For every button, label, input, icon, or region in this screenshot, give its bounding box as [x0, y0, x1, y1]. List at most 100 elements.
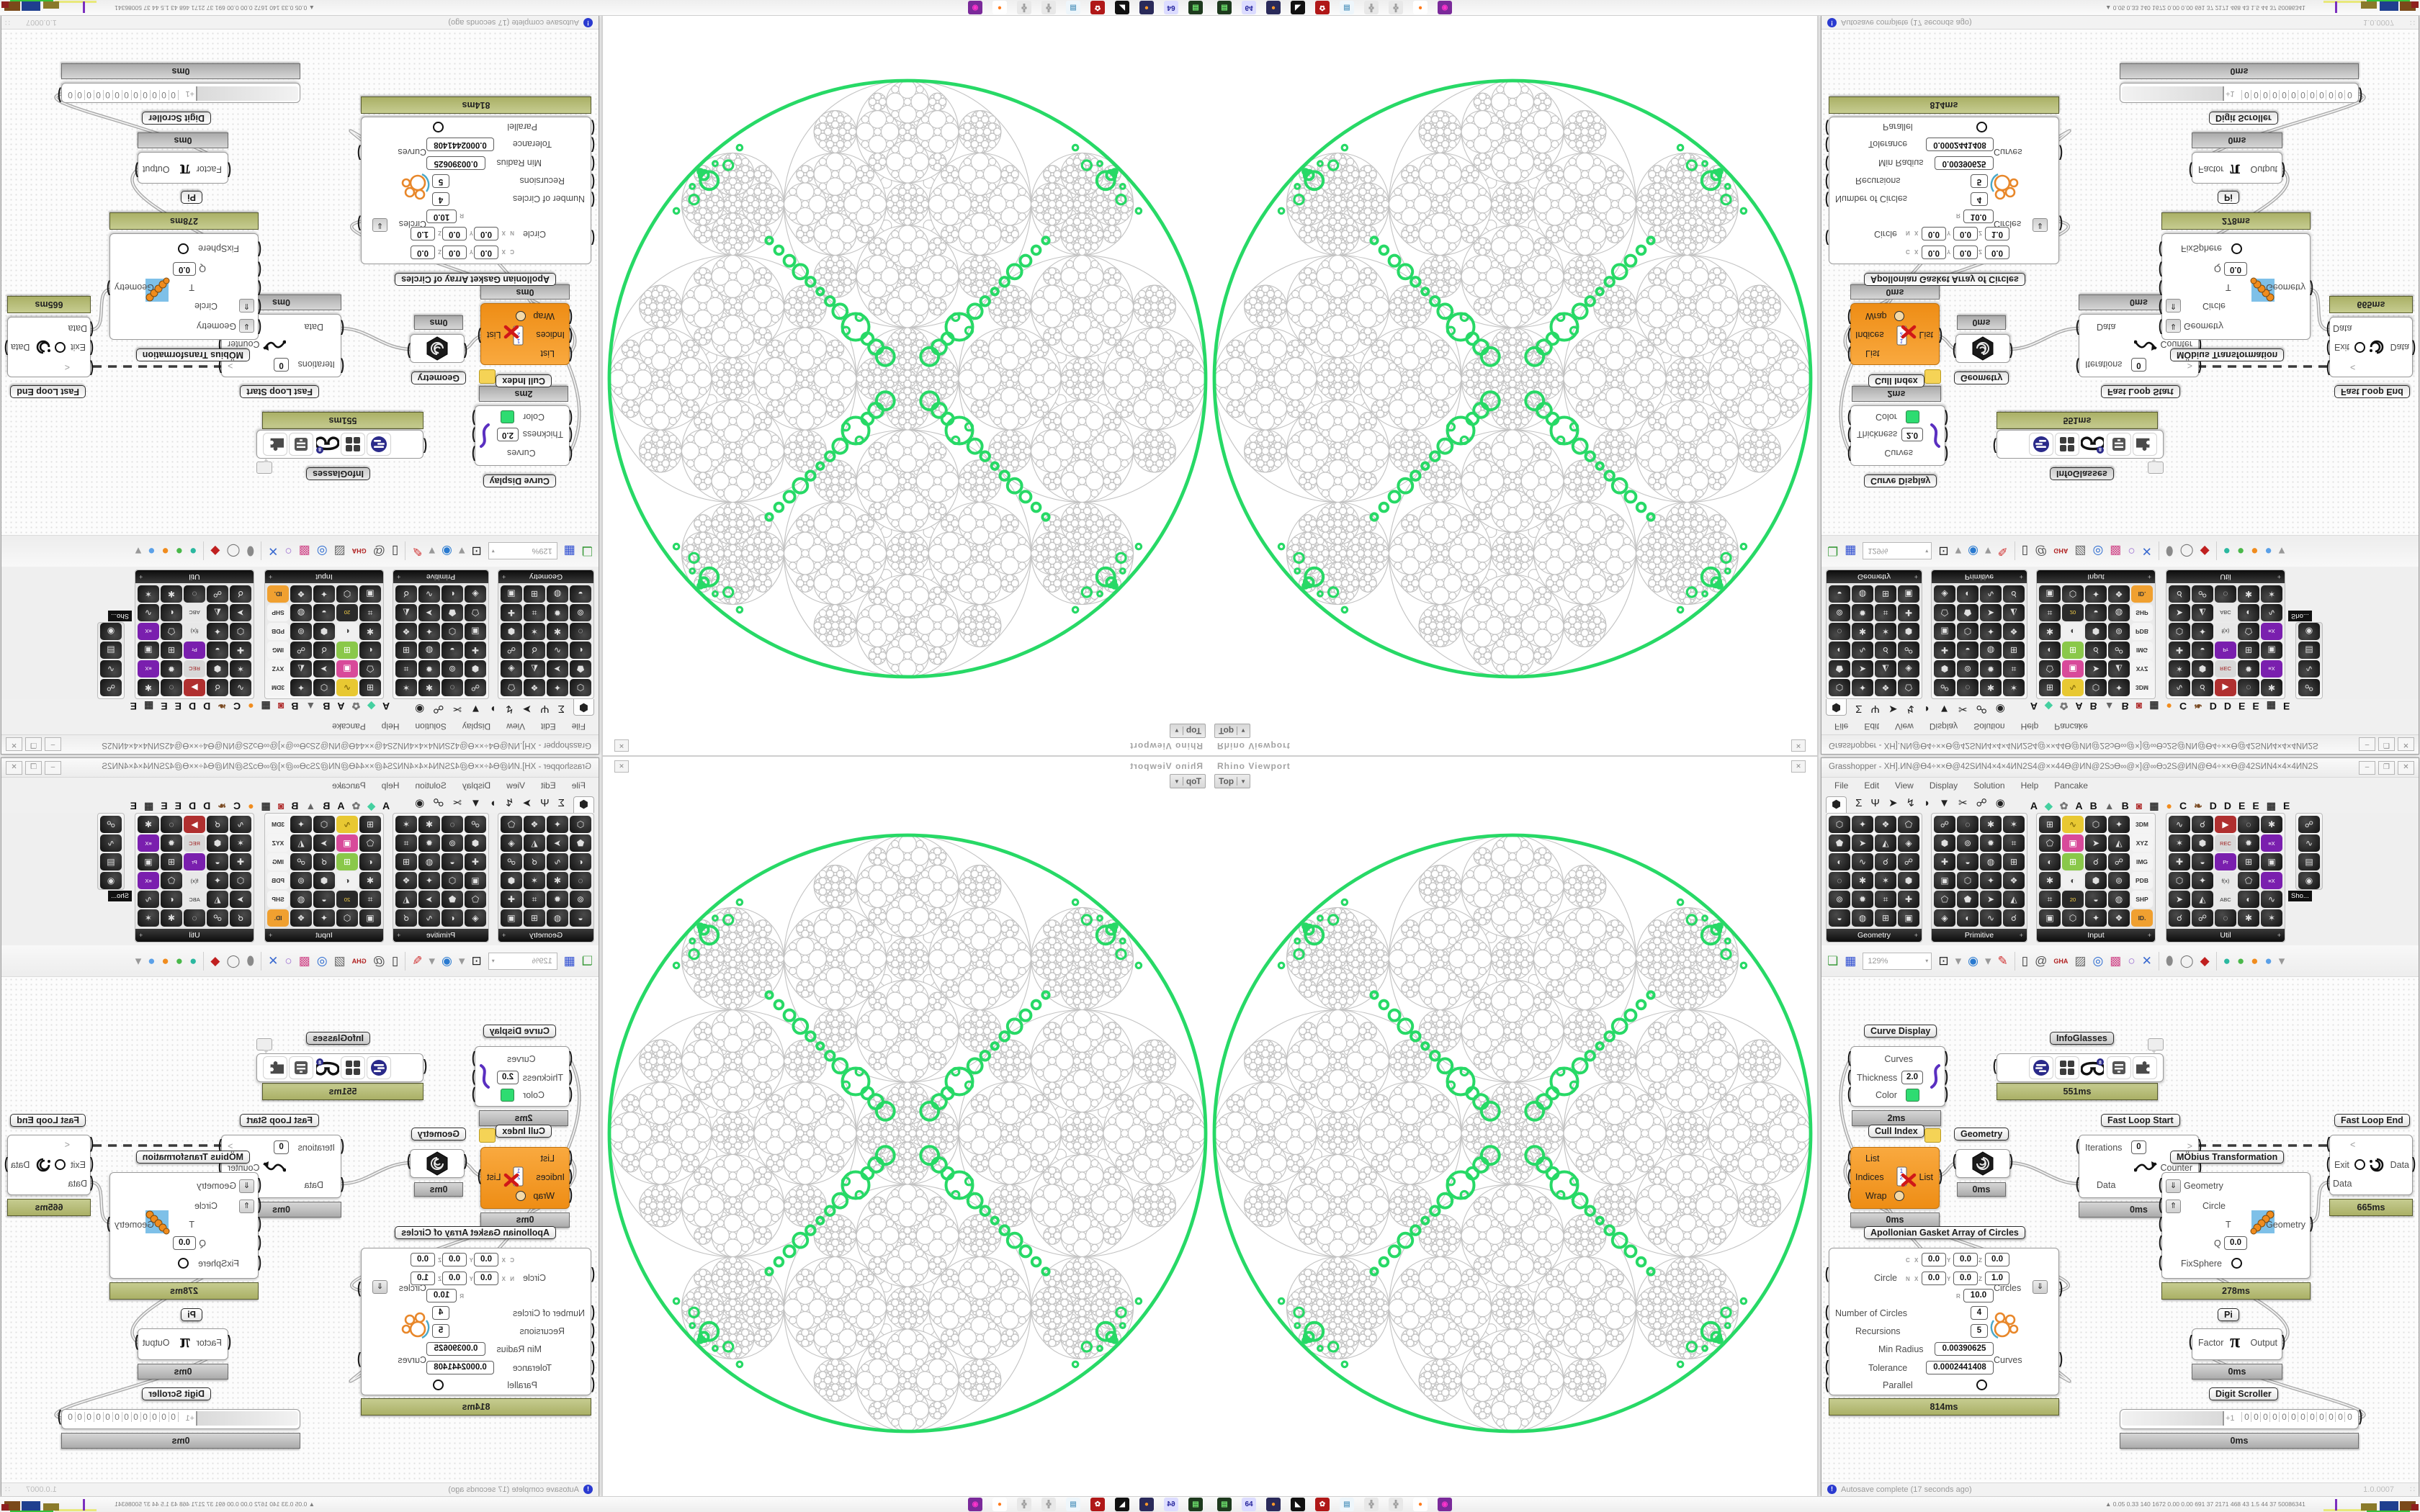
port-counter[interactable]: Counter	[2160, 339, 2192, 349]
node-label-apollonian[interactable]: Apollonian Gasket Array of Circles	[1864, 1226, 2025, 1239]
tab-plugin-10[interactable]: C	[233, 800, 241, 811]
node-label-apollonian[interactable]: Apollonian Gasket Array of Circles	[395, 273, 556, 286]
maze-app-icon[interactable]: ╬	[1041, 1498, 1056, 1511]
digit-cell[interactable]: 0	[2251, 1412, 2261, 1422]
palette-icon[interactable]: ⬠	[2039, 834, 2061, 852]
palette-expand-icon[interactable]: +	[269, 932, 273, 939]
chevron-down-icon[interactable]: ▾	[491, 548, 495, 554]
palette-icon[interactable]: ✶	[2261, 585, 2282, 603]
q-value[interactable]: 0.0	[2224, 1236, 2247, 1250]
tab-plugin-7[interactable]: ◙	[277, 800, 284, 811]
port-parallel[interactable]: Parallel	[507, 122, 537, 132]
palette-icon[interactable]: ▤	[100, 853, 122, 870]
increment-label[interactable]: +1	[185, 1414, 194, 1423]
menu-solution[interactable]: Solution	[1973, 780, 2005, 791]
palette-icon[interactable]: ☌	[395, 909, 417, 927]
palette-chip-id[interactable]: ID.	[2131, 909, 2153, 927]
palette-icon[interactable]: ✦	[547, 816, 568, 833]
palette-icon[interactable]: ✦	[2108, 816, 2130, 833]
port-recursions[interactable]: Recursions	[519, 1326, 565, 1336]
caret[interactable]: ▾	[429, 544, 436, 559]
q-value[interactable]: 0.0	[173, 262, 196, 276]
tab-category-0[interactable]: ⬢	[1826, 796, 1847, 813]
palette-chip-img[interactable]: IMG	[267, 642, 289, 659]
maximize-button[interactable]: ❐	[25, 761, 42, 775]
palette-icon[interactable]: ⬡	[230, 623, 251, 640]
palette-icon[interactable]: ☌	[395, 585, 417, 603]
palette-icon[interactable]: ⌗	[359, 891, 381, 908]
palette-icon[interactable]: ◭	[395, 604, 417, 621]
palette-icon[interactable]: ◌	[2238, 816, 2259, 833]
node-label-digit-scroller[interactable]: Digit Scroller	[142, 112, 211, 125]
port-circle[interactable]: Circle	[523, 229, 546, 239]
tab-plugin-9[interactable]: ●	[2166, 800, 2172, 811]
palette-icon[interactable]: ◈	[465, 909, 486, 927]
fixsphere-nub[interactable]	[178, 243, 189, 254]
digit-cell[interactable]: 0	[66, 1412, 76, 1422]
palette-header-geometry[interactable]: Geometry +	[498, 929, 593, 942]
r-value[interactable]: 10.0	[1963, 210, 1994, 223]
tab-plugin-8[interactable]: ▦	[261, 701, 271, 712]
palette-icon[interactable]: ⬡	[570, 816, 591, 833]
menu-display[interactable]: Display	[462, 780, 491, 791]
apollonian-gasket-canvas[interactable]	[601, 790, 1210, 1497]
palette-icon[interactable]: ⬡	[2169, 872, 2190, 889]
c-x-value[interactable]: 0.0	[1922, 1253, 1946, 1266]
palette-chip-3dm[interactable]: 3DM	[2131, 679, 2153, 696]
palette-icon[interactable]: ⬟	[1957, 604, 1978, 621]
digit-cell[interactable]: 0	[84, 1412, 94, 1422]
balloon-icon[interactable]: ○	[2128, 544, 2136, 559]
expose-icon[interactable]: ▯	[2021, 953, 2029, 968]
tab-plugin-8[interactable]: ▦	[261, 800, 271, 811]
tab-plugin-3[interactable]: A	[337, 800, 345, 811]
search-dollar-icon[interactable]: ◎	[316, 544, 328, 559]
palette-icon[interactable]: ☍	[2108, 642, 2130, 659]
palette-icon[interactable]: ◒	[313, 604, 335, 621]
iterations-value[interactable]: 0	[2131, 1140, 2146, 1154]
search-dollar-icon[interactable]: ◎	[2092, 544, 2104, 559]
palette-icon[interactable]: ✦	[207, 623, 228, 640]
close-icon[interactable]: ✕	[614, 739, 629, 752]
palette-icon[interactable]: ∿	[1980, 909, 2002, 927]
blob-green-icon[interactable]: ●	[175, 544, 184, 559]
palette-icon[interactable]: ⬢	[465, 834, 486, 852]
palette-icon-special[interactable]: Pr	[184, 853, 205, 870]
port-tolerance[interactable]: Tolerance	[512, 139, 552, 149]
firefox-icon-2[interactable]: ●	[1413, 1, 1428, 14]
palette-icon-special[interactable]: 20	[2062, 891, 2084, 908]
port-data-right[interactable]: Data	[11, 342, 30, 352]
palette-icon[interactable]: ☌	[1875, 853, 1896, 870]
palette-icon[interactable]: ∿	[138, 604, 159, 621]
puzzle-icon[interactable]	[2133, 1056, 2157, 1079]
sketch-quill-icon[interactable]: ✎	[1997, 953, 2008, 968]
gha-badge-icon[interactable]: GHA	[2053, 547, 2069, 555]
node-label-infoglasses[interactable]: InfoGlasses	[2050, 467, 2114, 480]
menu-help[interactable]: Help	[2020, 721, 2039, 732]
tab-plugin-3[interactable]: A	[2075, 701, 2083, 712]
palette-icon[interactable]: ◍	[2108, 891, 2130, 908]
chevron-down-icon[interactable]: ▾	[1925, 548, 1929, 554]
solid-cylinder-icon[interactable]: ◆	[210, 544, 220, 559]
palette-icon[interactable]: ▣	[1934, 623, 1955, 640]
tab-plugin-15[interactable]: E	[2252, 800, 2259, 811]
palette-icon-special[interactable]: f(x)	[2215, 623, 2236, 640]
palette-header-util[interactable]: Util +	[135, 570, 254, 583]
palette-icon[interactable]: ▣	[1898, 909, 1919, 927]
palette-expand-icon[interactable]: +	[139, 932, 143, 939]
wire-cylinder-icon[interactable]: ◯	[226, 544, 241, 559]
palette-icon[interactable]: ❖	[290, 585, 312, 603]
port-counter[interactable]: Counter	[2160, 1163, 2192, 1173]
palette-icon[interactable]: ⊞	[524, 585, 545, 603]
port-data-left[interactable]: Data	[68, 1179, 87, 1189]
firefox-icon-2[interactable]: ●	[1413, 1498, 1428, 1511]
palette-icon[interactable]: ◍	[1980, 853, 2002, 870]
tab-plugin-13[interactable]: D	[188, 800, 197, 811]
c-x-value[interactable]: 0.0	[474, 1253, 498, 1266]
palette-chip-img[interactable]: IMG	[2131, 853, 2153, 870]
palette-expand-icon[interactable]: +	[2147, 573, 2151, 580]
port-number-of-circles[interactable]: Number of Circles	[1835, 1308, 1908, 1318]
